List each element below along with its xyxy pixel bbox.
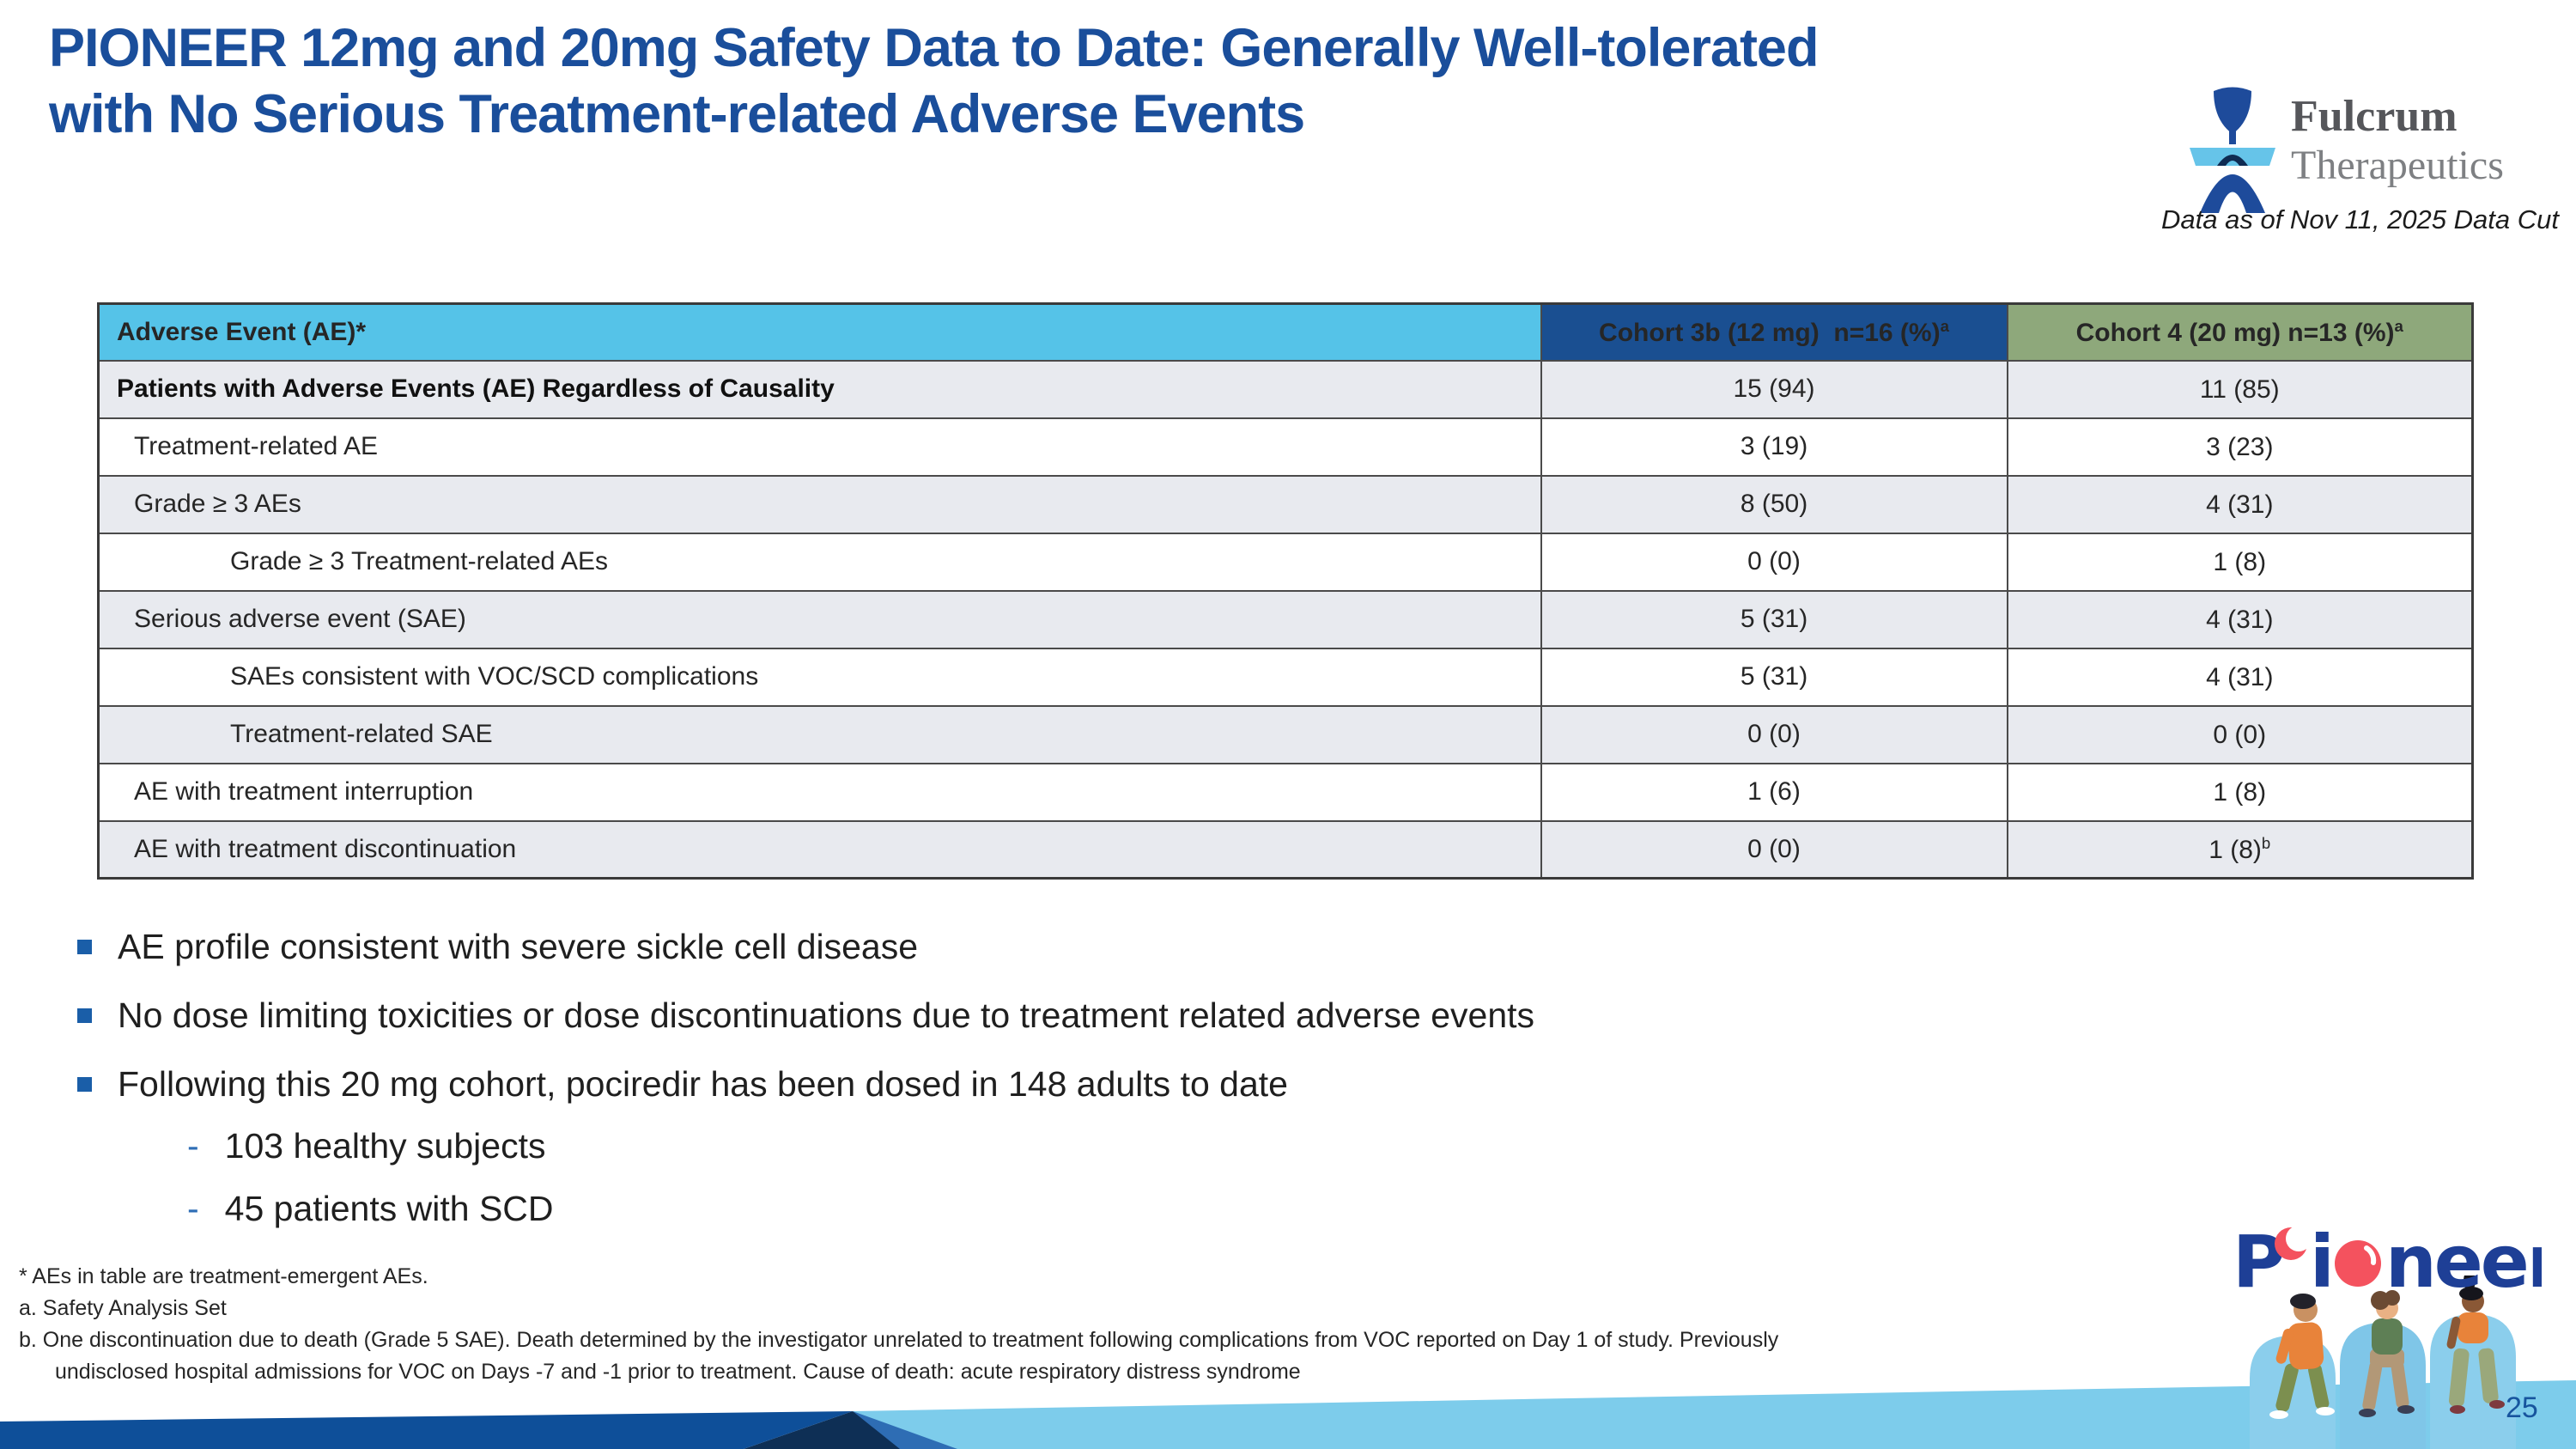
- dash-icon: -: [187, 1189, 199, 1228]
- row-value-cohort4: 3 (23): [2006, 417, 2474, 477]
- bullet-text: No dose limiting toxicities or dose disc…: [118, 995, 1535, 1035]
- fulcrum-logo: Fulcrum Therapeutics: [2186, 82, 2504, 227]
- pioneer-letters-neer: neer: [2385, 1220, 2542, 1299]
- table-row: Treatment-related SAE 0 (0) 0 (0): [97, 704, 2474, 764]
- row-value-cohort4: 4 (31): [2006, 589, 2474, 649]
- fulcrum-subname: Therapeutics: [2291, 143, 2504, 188]
- row-value-cohort4: 4 (31): [2006, 647, 2474, 707]
- table-row: Serious adverse event (SAE) 5 (31) 4 (31…: [97, 589, 2474, 649]
- footnote-a: a. Safety Analysis Set: [19, 1296, 227, 1320]
- table-row: Treatment-related AE 3 (19) 3 (23): [97, 417, 2474, 477]
- bullet-text: Following this 20 mg cohort, pociredir h…: [118, 1064, 1288, 1104]
- row-label: Treatment-related SAE: [97, 704, 1542, 764]
- row-value-cohort3b: 5 (31): [1540, 647, 2008, 707]
- row-label: SAEs consistent with VOC/SCD complicatio…: [97, 647, 1542, 707]
- row-value-cohort4: 1 (8): [2006, 762, 2474, 822]
- row-value-cohort3b: 3 (19): [1540, 417, 2008, 477]
- header-adverse-event: Adverse Event (AE)*: [97, 302, 1542, 362]
- row-label: Serious adverse event (SAE): [97, 589, 1542, 649]
- bullet-square-icon: [77, 1077, 92, 1092]
- bullet-square-icon: [77, 1008, 92, 1023]
- row-label: Patients with Adverse Events (AE) Regard…: [97, 359, 1542, 419]
- person-3: [2446, 1275, 2505, 1414]
- walking-people-illustration: [2250, 1275, 2516, 1449]
- footnote-asterisk: * AEs in table are treatment-emergent AE…: [19, 1264, 428, 1288]
- footnote-b-line2: undisclosed hospital admissions for VOC …: [55, 1360, 1301, 1384]
- row-value-cohort4: 4 (31): [2006, 474, 2474, 534]
- slide-title-line2: with No Serious Treatment-related Advers…: [49, 84, 1305, 144]
- sub-bullet-text: 45 patients with SCD: [224, 1189, 554, 1228]
- row-label: Treatment-related AE: [97, 417, 1542, 477]
- adverse-events-table: Adverse Event (AE)* Cohort 3b (12 mg) n=…: [97, 302, 2474, 880]
- sub-bullet-item: - 45 patients with SCD: [187, 1186, 554, 1231]
- row-value-cohort3b: 0 (0): [1540, 532, 2008, 592]
- row-value-cohort3b: 1 (6): [1540, 762, 2008, 822]
- row-value-cohort3b: 0 (0): [1540, 819, 2008, 880]
- row-label: AE with treatment discontinuation: [97, 819, 1542, 880]
- slide-title: PIONEER 12mg and 20mg Safety Data to Dat…: [49, 15, 2153, 148]
- sub-bullet-item: - 103 healthy subjects: [187, 1123, 545, 1168]
- page-number: 25: [2506, 1391, 2538, 1424]
- footnote-b-line1: b. One discontinuation due to death (Gra…: [19, 1328, 1779, 1352]
- sub-bullet-text: 103 healthy subjects: [224, 1126, 546, 1166]
- pioneer-letter-p: P: [2233, 1220, 2283, 1299]
- table-row: Grade ≥ 3 Treatment-related AEs 0 (0) 1 …: [97, 532, 2474, 592]
- header-cohort-3b: Cohort 3b (12 mg) n=16 (%)a: [1540, 302, 2008, 362]
- fulcrum-logo-text: Fulcrum Therapeutics: [2291, 82, 2504, 227]
- row-value-cohort3b: 0 (0): [1540, 704, 2008, 764]
- footer-decoration: [0, 1380, 2576, 1449]
- pioneer-letter-i: i: [2310, 1220, 2332, 1299]
- footnotes: * AEs in table are treatment-emergent AE…: [19, 1261, 1778, 1388]
- bullet-item: AE profile consistent with severe sickle…: [77, 924, 918, 969]
- bullet-item: Following this 20 mg cohort, pociredir h…: [77, 1062, 1288, 1106]
- table-header-row: Adverse Event (AE)* Cohort 3b (12 mg) n=…: [97, 302, 2474, 362]
- pioneer-logo: P i neer: [2233, 1220, 2542, 1299]
- bullet-square-icon: [77, 940, 92, 954]
- person-1: [2269, 1294, 2335, 1419]
- header-cohort-4: Cohort 4 (20 mg) n=13 (%)a: [2006, 302, 2474, 362]
- row-value-cohort3b: 8 (50): [1540, 474, 2008, 534]
- fulcrum-name: Fulcrum: [2291, 92, 2458, 141]
- bullet-text: AE profile consistent with severe sickle…: [118, 927, 919, 966]
- row-value-cohort4: 1 (8): [2006, 532, 2474, 592]
- row-value-cohort4: 0 (0): [2006, 704, 2474, 764]
- bullet-item: No dose limiting toxicities or dose disc…: [77, 993, 1534, 1038]
- row-label: Grade ≥ 3 AEs: [97, 474, 1542, 534]
- row-value-cohort4: 11 (85): [2006, 359, 2474, 419]
- row-value-cohort3b: 15 (94): [1540, 359, 2008, 419]
- table-row: SAEs consistent with VOC/SCD complicatio…: [97, 647, 2474, 707]
- slide-title-line1: PIONEER 12mg and 20mg Safety Data to Dat…: [49, 18, 1819, 78]
- fulcrum-balance-icon: [2190, 87, 2275, 213]
- data-cut-note: Data as of Nov 11, 2025 Data Cut: [2161, 204, 2559, 234]
- row-label: AE with treatment interruption: [97, 762, 1542, 822]
- table-row: Grade ≥ 3 AEs 8 (50) 4 (31): [97, 474, 2474, 534]
- row-value-cohort3b: 5 (31): [1540, 589, 2008, 649]
- dash-icon: -: [187, 1126, 199, 1166]
- row-value-cohort4: 1 (8)b: [2006, 819, 2474, 880]
- row-label: Grade ≥ 3 Treatment-related AEs: [97, 532, 1542, 592]
- table-row: Patients with Adverse Events (AE) Regard…: [97, 359, 2474, 419]
- table-row: AE with treatment interruption 1 (6) 1 (…: [97, 762, 2474, 822]
- person-2: [2359, 1290, 2415, 1417]
- table-row: AE with treatment discontinuation 0 (0) …: [97, 819, 2474, 880]
